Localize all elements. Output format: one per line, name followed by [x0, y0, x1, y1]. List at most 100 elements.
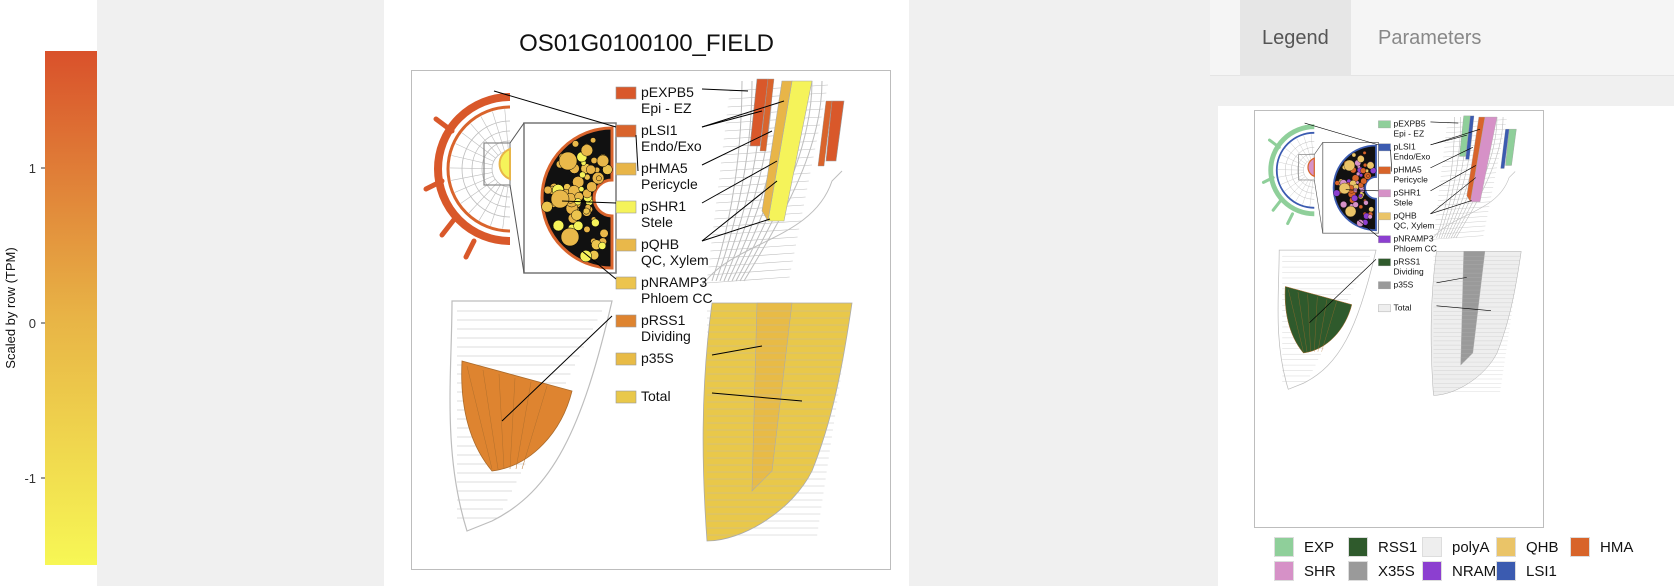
legend-key-label: NRAMP: [1452, 562, 1507, 580]
label-tissue: Pericycle: [641, 176, 698, 192]
legend-key-swatch: [1422, 537, 1442, 557]
root-tip-dividing: [1277, 249, 1377, 390]
label-swatch: [615, 86, 637, 100]
label-swatch: [1378, 304, 1391, 313]
legend-key-label: X35S: [1378, 562, 1415, 580]
legend-key-label: RSS1: [1378, 538, 1418, 556]
label-swatch: [1378, 212, 1391, 221]
legend-key-item: SHR: [1274, 560, 1336, 582]
label-swatch: [1378, 166, 1391, 175]
legend-key-swatch: [1348, 537, 1368, 557]
legend-panel: pEXPB5 Epi - EZ pLSI1 Endo/Exo pHMA5 Pericycl…: [1218, 106, 1674, 586]
legend-key-label: QHB: [1526, 538, 1559, 556]
label-tissue: Endo/Exo: [641, 138, 702, 154]
label-swatch: [1378, 235, 1391, 244]
label-tissue: Dividing: [641, 328, 691, 344]
label-tissue: QC, Xylem: [641, 252, 709, 268]
label-name: pRSS1: [1394, 257, 1421, 267]
plot-title: OS01G0100100_FIELD: [519, 30, 774, 57]
cross-section-epidermis: [1268, 124, 1315, 217]
label-name: pNRAMP3: [1394, 234, 1434, 244]
main-plot-frame: pEXPB5 Epi - EZ pLSI1 Endo/Exo pHMA5 Pericycl…: [411, 70, 891, 570]
legend-key-label: HMA: [1600, 538, 1634, 556]
colorbar-gradient: [45, 51, 97, 565]
colorbar-tick: 1: [29, 161, 36, 176]
tab-bar: Legend Parameters: [1210, 0, 1674, 76]
label-name: pHMA5: [641, 160, 688, 176]
label-swatch: [615, 238, 637, 252]
longitudinal-root-top: [1430, 115, 1517, 242]
legend-key-swatch: [1570, 537, 1590, 557]
colorbar: 1 0 -1 Scaled by row (TPM): [3, 51, 97, 565]
legend-key-swatch: [1274, 537, 1294, 557]
label-name: p35S: [641, 350, 674, 366]
legend-plot-frame: pEXPB5 Epi - EZ pLSI1 Endo/Exo pHMA5 Pericycl…: [1254, 110, 1544, 528]
label-tissue: Epi - EZ: [1394, 128, 1425, 138]
label-name: Total: [1394, 303, 1412, 313]
cross-section-epidermis: [434, 93, 511, 245]
legend-key-item: X35S: [1348, 560, 1415, 582]
label-tissue: Phloem CC: [1394, 243, 1437, 253]
legend-key-swatch: [1274, 561, 1294, 581]
legend-key-item: QHB: [1496, 536, 1559, 558]
legend-key-swatch: [1496, 537, 1516, 557]
label-swatch: [615, 162, 637, 176]
root-total: [702, 302, 853, 542]
legend-key-item: HMA: [1570, 536, 1633, 558]
leader-lines: [1304, 121, 1491, 323]
legend-key-swatch: [1496, 561, 1516, 581]
label-name: Total: [641, 388, 671, 404]
label-swatch: [615, 124, 637, 138]
root-tip-dividing: [449, 300, 613, 532]
label-tissue: Stele: [1394, 197, 1414, 207]
label-swatch: [1378, 120, 1391, 129]
label-tissue: QC, Xylem: [1394, 220, 1435, 230]
label-swatch: [615, 352, 637, 366]
label-swatch: [615, 390, 637, 404]
root-total: [1430, 251, 1522, 396]
label-swatch: [1378, 143, 1391, 152]
colorbar-label: Scaled by row (TPM): [3, 247, 18, 368]
label-swatch: [615, 276, 637, 290]
label-swatch: [615, 200, 637, 214]
legend-key-item: NRAMP: [1422, 560, 1506, 582]
label-name: p35S: [1394, 280, 1414, 290]
legend-key-item: RSS1: [1348, 536, 1417, 558]
label-swatch: [1378, 189, 1391, 198]
longitudinal-root-top: [701, 78, 845, 287]
label-tissue: Epi - EZ: [641, 100, 692, 116]
legend-key-swatch: [1348, 561, 1368, 581]
label-tissue: Endo/Exo: [1394, 151, 1431, 161]
label-tissue: Dividing: [1394, 266, 1424, 276]
label-swatch: [1378, 258, 1391, 267]
label-name: pNRAMP3: [641, 274, 707, 290]
label-name: pEXPB5: [1394, 119, 1426, 129]
legend-key-swatch: [1422, 561, 1442, 581]
label-name: pSHR1: [1394, 188, 1422, 198]
legend-key-item: LSI1: [1496, 560, 1557, 582]
tab-parameters[interactable]: Parameters: [1378, 27, 1482, 49]
label-name: pQHB: [641, 236, 679, 252]
tab-legend[interactable]: Legend: [1240, 0, 1351, 76]
legend-key-label: EXP: [1304, 538, 1335, 556]
label-swatch: [1378, 281, 1391, 290]
colorbar-tick: -1: [24, 471, 36, 486]
label-tissue: Stele: [641, 214, 673, 230]
legend-key-item: polyA: [1422, 536, 1490, 558]
label-name: pRSS1: [641, 312, 686, 328]
label-name: pEXPB5: [641, 84, 694, 100]
legend-key-label: SHR: [1304, 562, 1336, 580]
label-name: pLSI1: [641, 122, 678, 138]
legend-key: EXP RSS1 polyA QHB HMA SHR X35S NRAMP LSI1: [1274, 536, 1674, 586]
label-name: pLSI1: [1394, 142, 1416, 152]
label-name: pSHR1: [641, 198, 686, 214]
label-name: pHMA5: [1394, 165, 1423, 175]
leader-lines: [493, 88, 803, 422]
label-tissue: Phloem CC: [641, 290, 713, 306]
label-tissue: Pericycle: [1394, 174, 1429, 184]
